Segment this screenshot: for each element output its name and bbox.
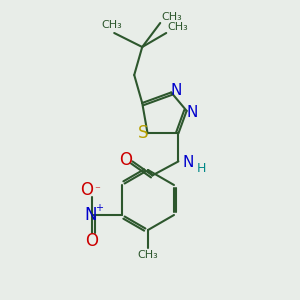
Text: O: O bbox=[80, 181, 94, 199]
Text: CH₃: CH₃ bbox=[162, 12, 183, 22]
Text: N: N bbox=[170, 83, 182, 98]
Text: H: H bbox=[196, 162, 206, 175]
Text: O: O bbox=[119, 152, 132, 169]
Text: O: O bbox=[85, 232, 98, 250]
Text: N: N bbox=[187, 105, 198, 120]
Text: CH₃: CH₃ bbox=[168, 22, 189, 32]
Text: S: S bbox=[138, 124, 149, 142]
Text: ⁻: ⁻ bbox=[94, 185, 100, 195]
Text: N: N bbox=[85, 206, 97, 224]
Text: +: + bbox=[95, 203, 103, 213]
Text: CH₃: CH₃ bbox=[138, 250, 158, 260]
Text: N: N bbox=[182, 155, 194, 170]
Text: CH₃: CH₃ bbox=[102, 20, 123, 30]
